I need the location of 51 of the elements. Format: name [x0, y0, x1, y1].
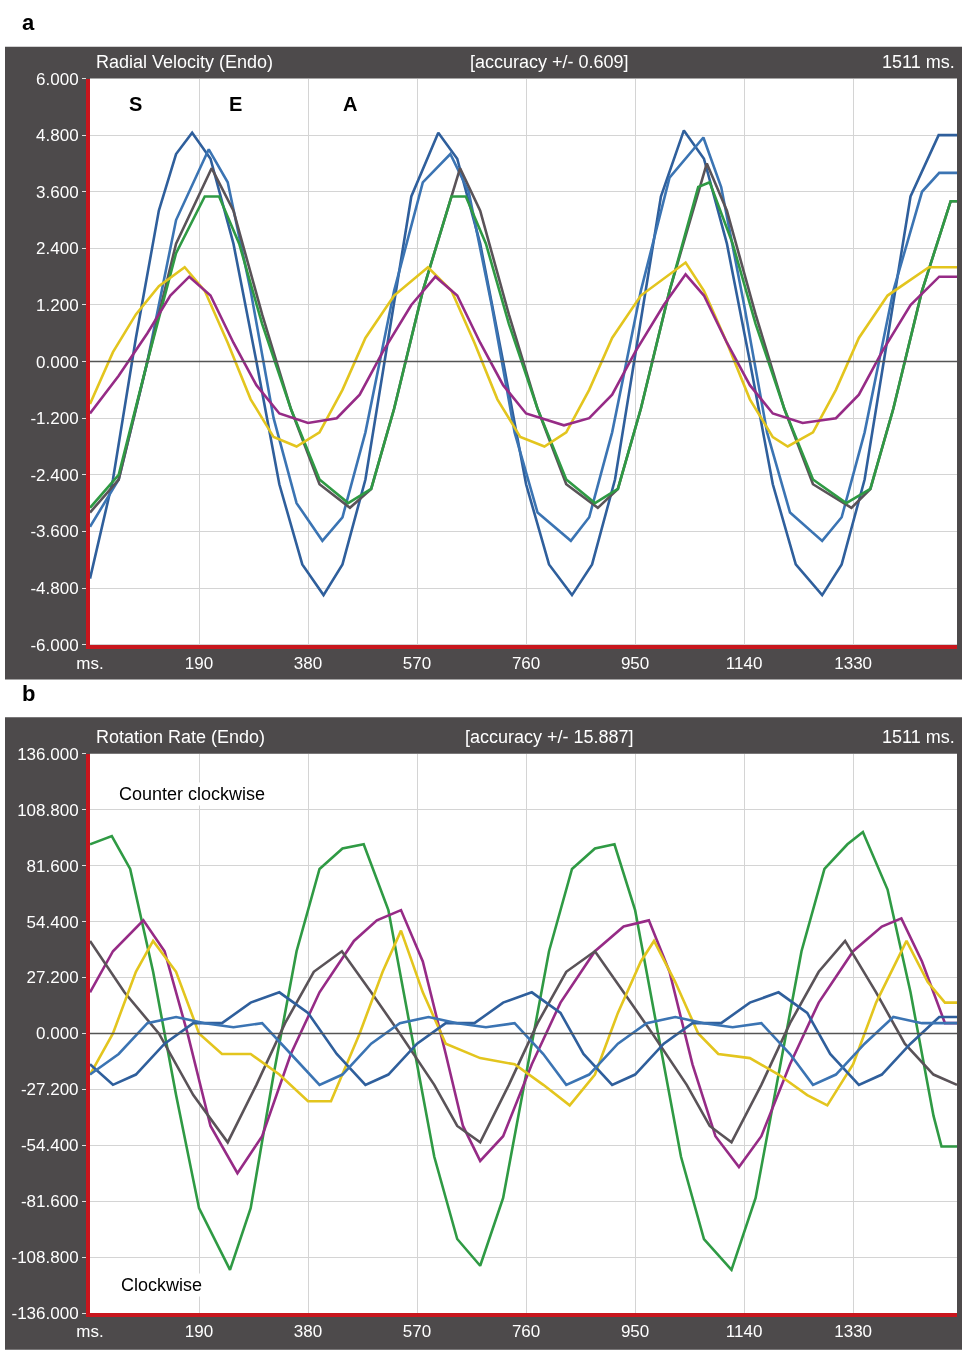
y-tick-label: 0.000 [36, 352, 79, 372]
y-tick-label: 1.200 [36, 295, 79, 315]
x-tick-label: 950 [620, 1322, 650, 1342]
annotation: E [229, 93, 243, 115]
y-tick-label: -108.800 [11, 1248, 79, 1268]
x-tick-label: 190 [184, 1322, 214, 1342]
text: 1511 ms. [882, 52, 955, 72]
text: 1511 ms. [882, 727, 955, 747]
x-tick-label: 1330 [834, 1322, 873, 1342]
x-tick-label: 570 [402, 654, 432, 674]
y-tick-label: -81.600 [20, 1192, 79, 1212]
x-tick-label: 1330 [834, 654, 873, 674]
x-tick-label: 760 [511, 1322, 541, 1342]
annotation: S [129, 93, 143, 115]
y-tick-label: -54.400 [20, 1136, 79, 1156]
x-tick-label: ms. [76, 654, 104, 674]
y-tick-label: 81.600 [26, 856, 79, 876]
y-tick-label: -2.400 [30, 465, 79, 485]
y-tick-label: -136.000 [11, 1303, 79, 1323]
y-tick-label: 2.400 [36, 239, 79, 259]
x-tick-label: 380 [293, 1322, 323, 1342]
y-tick-label: 3.600 [36, 182, 79, 202]
y-tick-label: -6.000 [30, 635, 79, 655]
y-tick-label: 0.000 [36, 1024, 79, 1044]
chart-subtitle: [accuracy +/- 15.887] [465, 727, 634, 747]
y-tick-label: 54.400 [26, 912, 79, 932]
y-tick-label: -27.200 [20, 1080, 79, 1100]
y-tick-label: 108.800 [17, 800, 79, 820]
x-tick-label: 950 [620, 654, 650, 674]
x-tick-label: 190 [184, 654, 214, 674]
chart-title: Rotation Rate (Endo) [96, 727, 266, 747]
chart-subtitle: [accuracy +/- 0.609] [470, 52, 629, 72]
x-tick-label: 1140 [725, 1322, 763, 1342]
x-tick-label: 380 [293, 654, 323, 674]
y-tick-label: 136.000 [17, 744, 79, 764]
x-tick-label: 760 [511, 654, 541, 674]
text: a [22, 10, 35, 35]
annotation: A [343, 93, 358, 115]
annotation: Counter clockwise [119, 784, 266, 804]
annotation: Clockwise [121, 1275, 203, 1295]
y-tick-label: -4.800 [30, 578, 79, 598]
x-tick-label: 570 [402, 1322, 432, 1342]
x-tick-label: ms. [76, 1322, 104, 1342]
x-tick-label: 1140 [725, 654, 763, 674]
y-tick-label: 27.200 [26, 968, 79, 988]
text: b [22, 681, 36, 706]
y-tick-label: 6.000 [36, 69, 79, 89]
chart-title: Radial Velocity (Endo) [96, 52, 274, 72]
y-tick-label: 4.800 [36, 126, 79, 146]
y-tick-label: -1.200 [30, 409, 79, 429]
y-tick-label: -3.600 [30, 522, 79, 542]
